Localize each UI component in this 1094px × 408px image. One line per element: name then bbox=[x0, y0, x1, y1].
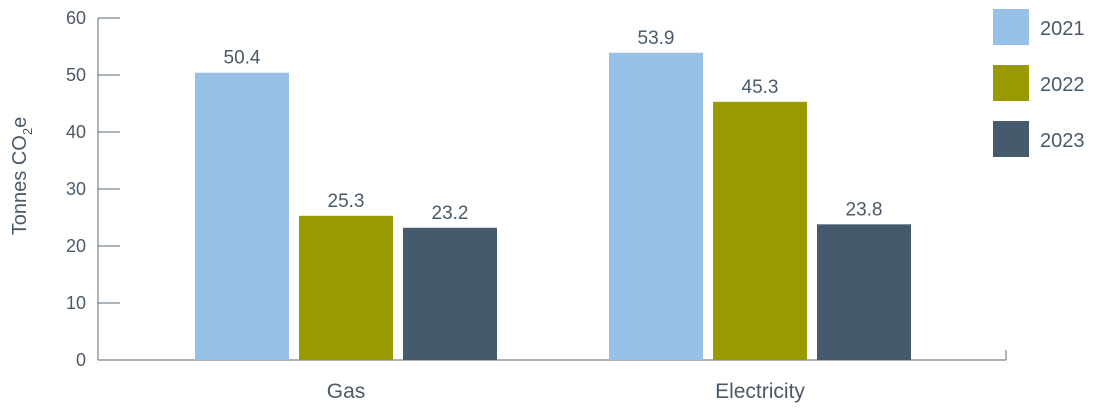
legend-label: 2021 bbox=[1040, 18, 1085, 40]
y-tick-label: 30 bbox=[66, 179, 86, 199]
category-labels: Gas Electricity bbox=[327, 380, 806, 403]
category-label: Electricity bbox=[715, 380, 805, 403]
bar-gas-2021 bbox=[195, 72, 289, 360]
y-tick-label: 50 bbox=[66, 65, 86, 85]
bars: 50.4 25.3 23.2 53.9 45.3 23.8 bbox=[195, 28, 911, 361]
legend-swatch bbox=[993, 9, 1029, 45]
legend-label: 2022 bbox=[1040, 74, 1085, 96]
y-axis-label: Tonnes CO2e bbox=[9, 117, 35, 235]
bar-electricity-2022 bbox=[713, 101, 807, 360]
data-label: 45.3 bbox=[742, 77, 779, 98]
y-tick-label: 20 bbox=[66, 236, 86, 256]
category-label: Gas bbox=[327, 380, 366, 403]
data-label: 53.9 bbox=[638, 28, 675, 49]
legend-swatch bbox=[993, 65, 1029, 101]
bar-electricity-2021 bbox=[609, 52, 703, 361]
y-ticks: 0 10 20 30 40 50 60 bbox=[66, 8, 120, 370]
legend: 2021 2022 2023 bbox=[993, 9, 1085, 157]
data-label: 23.2 bbox=[432, 203, 469, 224]
data-label: 25.3 bbox=[328, 191, 365, 212]
y-tick-label: 0 bbox=[76, 350, 86, 370]
legend-label: 2023 bbox=[1040, 130, 1085, 152]
y-tick-label: 10 bbox=[66, 293, 86, 313]
bar-electricity-2023 bbox=[817, 224, 911, 360]
data-label: 23.8 bbox=[846, 199, 883, 220]
y-tick-label: 60 bbox=[66, 8, 86, 28]
legend-swatch bbox=[993, 121, 1029, 157]
y-tick-label: 40 bbox=[66, 122, 86, 142]
bar-gas-2023 bbox=[403, 227, 497, 360]
bar-gas-2022 bbox=[299, 215, 393, 360]
data-label: 50.4 bbox=[224, 48, 261, 69]
